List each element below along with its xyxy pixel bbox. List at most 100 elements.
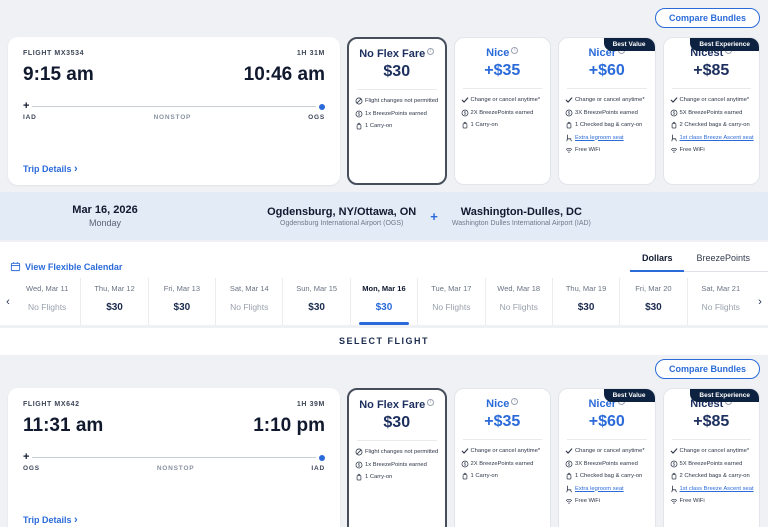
- compare-bundles-button[interactable]: Compare Bundles: [654, 8, 760, 28]
- day-price: No Flights: [701, 302, 740, 312]
- fare-feature: Change or cancel anytime*: [565, 96, 651, 104]
- fare-features: Flight changes not permitted $1x BreezePo…: [349, 448, 445, 485]
- fare-feature[interactable]: 1st class Breeze Ascent seat: [670, 485, 756, 493]
- fare-feature: 2 Checked bags & carry-on: [670, 472, 756, 480]
- destination-airport: Washington Dulles International Airport …: [451, 219, 591, 227]
- check-icon: [461, 96, 469, 104]
- fare-feature: $2X BreezePoints earned: [461, 109, 547, 117]
- arrive-time: 1:10 pm: [253, 415, 325, 436]
- fare-feature: Free WiFi: [670, 146, 756, 154]
- calendar-day-sat-mar-14[interactable]: Sat, Mar 14 No Flights: [215, 278, 282, 325]
- calendar-day-thu-mar-12[interactable]: Thu, Mar 12 $30: [80, 278, 147, 325]
- fare-feature-text: 2X BreezePoints earned: [470, 109, 534, 116]
- fare-feature-text: Flight changes not permitted: [365, 449, 439, 455]
- check-icon: [565, 447, 573, 455]
- flexible-calendar: View Flexible Calendar Dollars BreezePoi…: [0, 242, 768, 325]
- check-icon: [461, 447, 469, 455]
- day-price: No Flights: [432, 302, 471, 312]
- day-price: No Flights: [230, 302, 269, 312]
- banner-date-value: Mar 16, 2026: [72, 204, 138, 216]
- fare-feature-text: Extra legroom seat: [575, 485, 624, 492]
- fare-feature: $2X BreezePoints earned: [461, 460, 547, 468]
- fare-price: +$35: [484, 62, 521, 79]
- fare-feature-text: 2 Checked bags & carry-on: [679, 473, 750, 479]
- fare-feature: Free WiFi: [565, 146, 651, 154]
- fare-feature: Change or cancel anytime*: [670, 96, 756, 104]
- fare-feature: 1 Carry-on: [461, 121, 547, 129]
- fare-name: Nice i: [455, 47, 551, 59]
- tab-dollars[interactable]: Dollars: [629, 249, 685, 272]
- fare-card-nice[interactable]: Nice i +$35 Change or cancel anytime* $2X Br…: [453, 388, 551, 527]
- calendar-day-tue-mar-17[interactable]: Tue, Mar 17 No Flights: [417, 278, 484, 325]
- day-label: Wed, Mar 11: [26, 284, 69, 293]
- fare-badge: Best Value: [603, 389, 655, 402]
- outbound-flight-section: Compare Bundles FLIGHT MX3534 1H 31M 9:1…: [0, 0, 768, 185]
- destination-code: OGS: [308, 114, 325, 121]
- check-icon: [670, 447, 678, 455]
- bag-icon: [461, 121, 469, 129]
- depart-time: 11:31 am: [23, 415, 104, 436]
- stops-label: NONSTOP: [156, 465, 195, 472]
- calendar-prev-icon[interactable]: ‹: [6, 295, 10, 308]
- calendar-next-icon[interactable]: ›: [758, 295, 762, 308]
- fare-features: Change or cancel anytime* $5X BreezePoint…: [664, 447, 760, 509]
- fare-feature: $1x BreezePoints earned: [355, 110, 441, 118]
- flight-summary-card: FLIGHT MX3534 1H 31M 9:15 am 10:46 am + …: [8, 37, 340, 185]
- calendar-strip: ‹ Wed, Mar 11 No Flights Thu, Mar 12 $30 Fri…: [0, 272, 768, 325]
- fare-feature: Change or cancel anytime*: [670, 447, 756, 455]
- fare-features: Change or cancel anytime* $3X BreezePoint…: [559, 96, 655, 158]
- day-label: Fri, Mar 13: [163, 284, 201, 293]
- svg-text:$: $: [358, 462, 361, 467]
- calendar-day-sat-mar-21[interactable]: Sat, Mar 21 No Flights: [686, 278, 754, 325]
- trip-details-link[interactable]: Trip Details ›: [23, 515, 325, 526]
- tab-breezepoints[interactable]: BreezePoints: [696, 253, 750, 263]
- info-icon[interactable]: i: [511, 398, 519, 406]
- calendar-day-sun-mar-15[interactable]: Sun, Mar 15 $30: [282, 278, 349, 325]
- view-flexible-calendar-link[interactable]: View Flexible Calendar: [10, 261, 122, 272]
- info-icon[interactable]: i: [511, 47, 519, 55]
- flight-summary-card: FLIGHT MX642 1H 39M 11:31 am 1:10 pm + O…: [8, 388, 340, 527]
- divider: [357, 89, 437, 90]
- fare-feature-text: Change or cancel anytime*: [470, 97, 541, 103]
- fare-feature-text: Change or cancel anytime*: [575, 448, 645, 454]
- calendar-day-fri-mar-13[interactable]: Fri, Mar 13 $30: [147, 278, 215, 325]
- calendar-day-fri-mar-20[interactable]: Fri, Mar 20 $30: [619, 278, 686, 325]
- info-icon[interactable]: i: [427, 48, 435, 56]
- destination-city: Washington-Dulles, DC: [460, 205, 582, 218]
- calendar-day-thu-mar-19[interactable]: Thu, Mar 19 $30: [551, 278, 619, 325]
- calendar-day-wed-mar-18[interactable]: Wed, Mar 18 No Flights: [484, 278, 552, 325]
- view-flexible-calendar-label: View Flexible Calendar: [25, 261, 123, 272]
- points-icon: $: [461, 109, 469, 117]
- day-label: Sat, Mar 14: [229, 284, 269, 293]
- origin-code: OGS: [23, 465, 40, 472]
- day-label: Sun, Mar 15: [296, 284, 338, 293]
- fare-feature-text: Change or cancel anytime*: [470, 448, 541, 454]
- compare-bundles-button[interactable]: Compare Bundles: [654, 359, 760, 379]
- fare-feature: $5X BreezePoints earned: [670, 109, 756, 117]
- info-icon[interactable]: i: [427, 399, 435, 407]
- fare-feature-text: Change or cancel anytime*: [679, 97, 750, 103]
- fare-card-no-flex-fare[interactable]: No Flex Fare i $30 Flight changes not permi…: [347, 388, 447, 527]
- points-icon: $: [670, 109, 678, 117]
- calendar-day-mon-mar-16[interactable]: Mon, Mar 16 $30: [349, 278, 417, 325]
- wifi-icon: [670, 146, 678, 154]
- fare-card-nice[interactable]: Nice i +$35 Change or cancel anytime* $2X Br…: [453, 37, 551, 185]
- fare-card-no-flex-fare[interactable]: No Flex Fare i $30 Flight changes not permi…: [347, 37, 447, 185]
- fare-feature[interactable]: 1st class Breeze Ascent seat: [670, 134, 756, 142]
- fare-feature-text: 1st class Breeze Ascent seat: [679, 485, 754, 492]
- fare-feature[interactable]: Extra legroom seat: [565, 485, 651, 493]
- svg-text:$: $: [672, 110, 675, 115]
- fare-feature-text: Free WiFi: [575, 147, 601, 153]
- bag-icon: [355, 122, 363, 130]
- banner-route: Ogdensburg, NY/Ottawa, ON Ogdensburg Int…: [210, 206, 648, 227]
- fare-name: No Flex Fare i: [349, 48, 445, 60]
- fare-feature-text: 1st class Breeze Ascent seat: [679, 134, 754, 141]
- fare-feature-text: 5X BreezePoints earned: [679, 460, 743, 467]
- trip-details-link[interactable]: Trip Details ›: [23, 164, 325, 175]
- fare-feature[interactable]: Extra legroom seat: [565, 134, 651, 142]
- calendar-day-wed-mar-11[interactable]: Wed, Mar 11 No Flights: [14, 278, 80, 325]
